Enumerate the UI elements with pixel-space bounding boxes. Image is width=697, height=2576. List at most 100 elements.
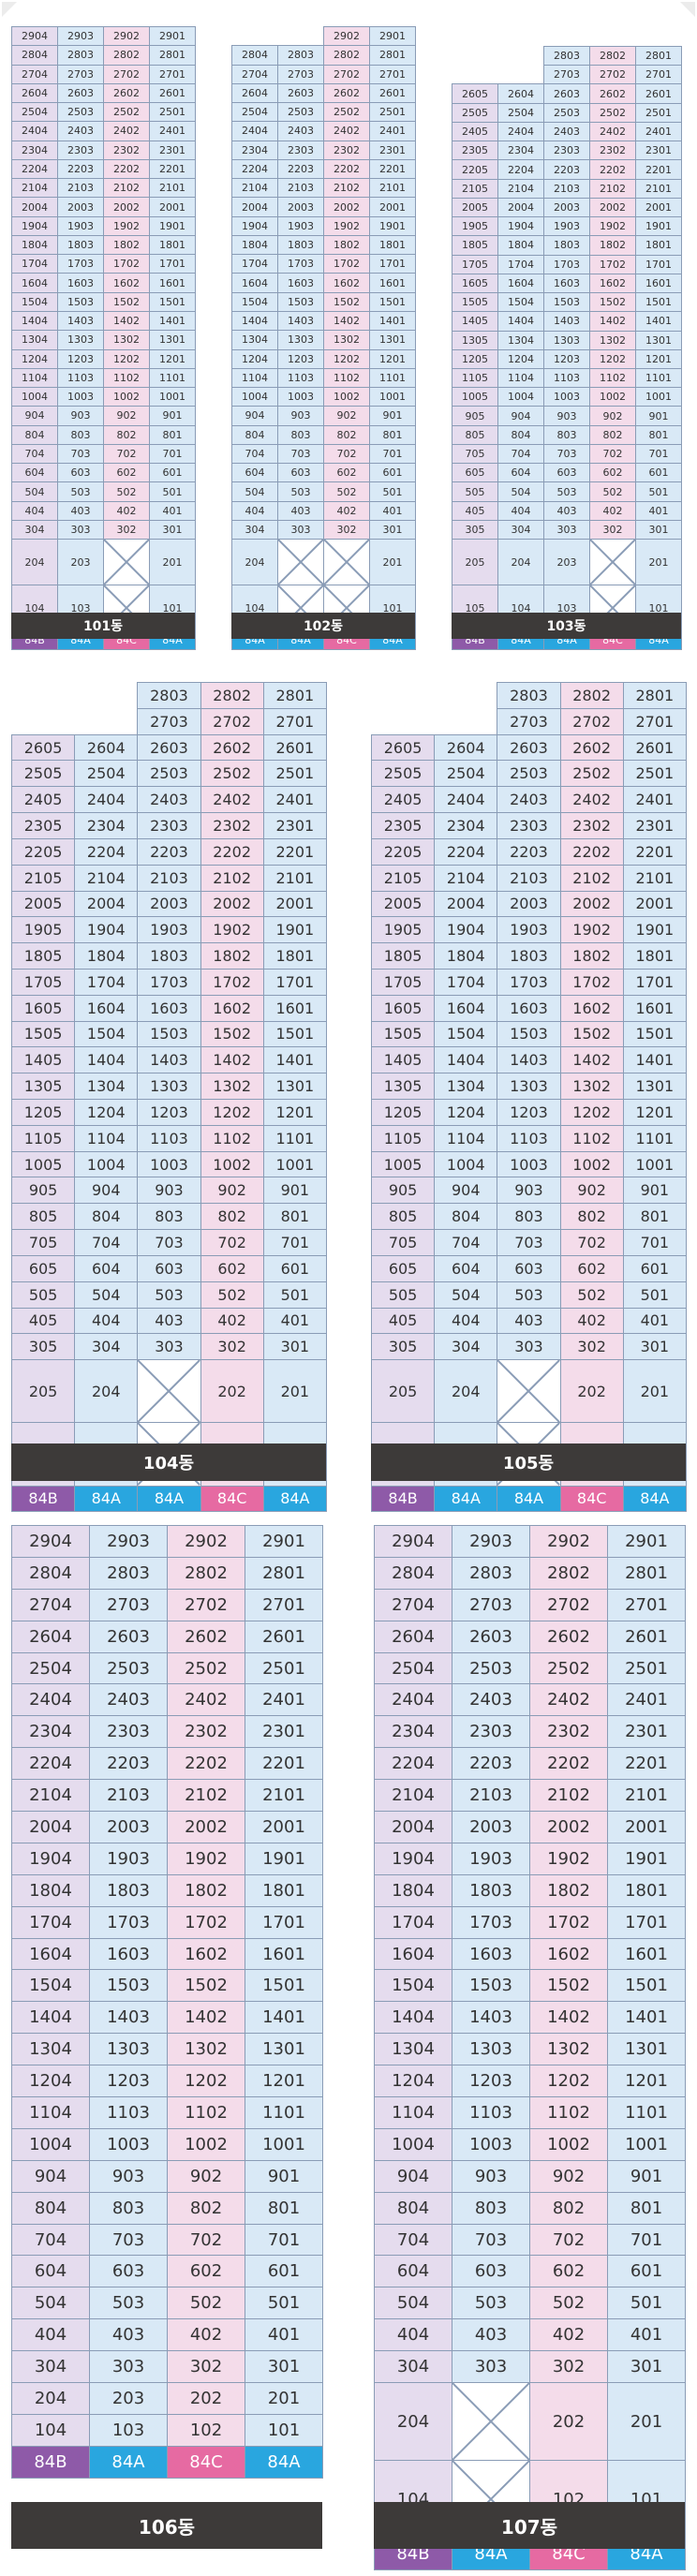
unit-cell: 801 bbox=[607, 2191, 686, 2225]
unit-cell: 501 bbox=[607, 2287, 686, 2320]
unit-cell: 704 bbox=[11, 443, 58, 465]
unit-cell: 2801 bbox=[635, 45, 682, 67]
unit-cell: 1605 bbox=[452, 273, 498, 294]
unit-table: 2803 2802 2801 2703 2702 2701 2605 2604 2603 2602… bbox=[452, 45, 682, 651]
unit-cell: 901 bbox=[622, 1177, 687, 1205]
unit-cell: 2502 bbox=[589, 102, 636, 123]
floor-row: 1705 1704 1703 1702 1701 bbox=[370, 968, 687, 996]
unit-cell: 1501 bbox=[369, 291, 416, 312]
no-unit-cell bbox=[589, 539, 636, 586]
unit-cell: 304 bbox=[74, 1333, 139, 1361]
unit-cell: 501 bbox=[149, 481, 196, 502]
empty-unit-cross-icon bbox=[324, 540, 369, 585]
unit-cell: 2602 bbox=[200, 733, 264, 762]
unit-cell: 2103 bbox=[57, 178, 104, 199]
unit-cell: 905 bbox=[452, 406, 498, 426]
unit-cell: 2302 bbox=[200, 812, 264, 839]
floor-row: 1005 1004 1003 1002 1001 bbox=[10, 1150, 327, 1178]
unit-cell: 503 bbox=[57, 481, 104, 502]
unit-cell: 1601 bbox=[245, 1937, 323, 1971]
unit-cell: 2604 bbox=[11, 1620, 90, 1653]
unit-cell: 701 bbox=[622, 1229, 687, 1256]
unit-cell: 1805 bbox=[452, 235, 498, 256]
unit-cell: 2002 bbox=[167, 1811, 245, 1843]
floor-row: 605 604 603 602 601 bbox=[452, 463, 682, 483]
unit-cell: 701 bbox=[149, 443, 196, 465]
unit-cell: 402 bbox=[323, 500, 370, 521]
unit-cell: 1404 bbox=[74, 1046, 139, 1074]
unit-cell: 203 bbox=[543, 539, 590, 586]
unit-cell: 1703 bbox=[543, 254, 590, 274]
unit-cell: 1705 bbox=[10, 968, 76, 996]
unit-cell: 1604 bbox=[374, 1937, 452, 1971]
unit-cell: 1604 bbox=[434, 994, 498, 1022]
no-unit-cell bbox=[323, 539, 370, 586]
unit-cell: 204 bbox=[231, 539, 278, 586]
unit-cell: 1804 bbox=[11, 1873, 90, 1907]
unit-cell: 2203 bbox=[137, 837, 201, 866]
unit-cell: 1802 bbox=[323, 234, 370, 256]
empty-space bbox=[12, 683, 75, 709]
unit-cell: 303 bbox=[543, 519, 590, 540]
unit-cell: 2903 bbox=[89, 1525, 168, 1558]
unit-cell: 1803 bbox=[452, 1873, 530, 1907]
unit-cell: 2401 bbox=[635, 121, 682, 142]
unit-cell: 1901 bbox=[607, 1842, 686, 1875]
unit-cell: 1501 bbox=[149, 291, 196, 312]
floor-row: 804 803 802 801 bbox=[11, 2191, 323, 2225]
unit-cell: 1401 bbox=[149, 310, 196, 332]
unit-cell: 802 bbox=[589, 424, 636, 445]
floor-row: 2305 2304 2303 2302 2301 bbox=[370, 812, 687, 839]
floor-row: 1704 1703 1702 1701 bbox=[11, 254, 196, 274]
floor-row: 504 503 502 501 bbox=[231, 481, 416, 502]
floor-row: 2404 2403 2402 2401 bbox=[11, 121, 196, 141]
floor-row: 1904 1903 1902 1901 bbox=[374, 1842, 686, 1875]
unit-cell: 405 bbox=[10, 1307, 76, 1335]
unit-cell: 1102 bbox=[200, 1124, 264, 1152]
floor-row: 2104 2103 2102 2101 bbox=[231, 178, 416, 199]
unit-cell: 1202 bbox=[167, 2065, 245, 2098]
unit-cell: 1401 bbox=[245, 2001, 323, 2035]
unit-cell: 404 bbox=[434, 1307, 498, 1335]
unit-cell: 603 bbox=[277, 463, 324, 483]
unit-cell: 2402 bbox=[167, 1683, 245, 1717]
floor-row: 604 603 602 601 bbox=[11, 463, 196, 483]
unit-cell: 2401 bbox=[369, 121, 416, 141]
floor-row: 2005 2004 2003 2002 2001 bbox=[10, 890, 327, 918]
unit-cell: 2502 bbox=[167, 1651, 245, 1685]
unit-cell: 1901 bbox=[262, 916, 327, 944]
unit-cell: 1803 bbox=[89, 1873, 168, 1907]
unit-cell: 1001 bbox=[369, 387, 416, 407]
unit-cell: 702 bbox=[323, 443, 370, 465]
unit-cell: 703 bbox=[57, 443, 104, 465]
unit-cell: 1003 bbox=[543, 387, 590, 407]
floor-row: 1304 1303 1302 1301 bbox=[11, 2033, 323, 2066]
floor-row: 1205 1204 1203 1202 1201 bbox=[452, 348, 682, 369]
floor-row: 2604 2603 2602 2601 bbox=[231, 82, 416, 104]
unit-cell: 1303 bbox=[57, 330, 104, 350]
unit-cell: 2903 bbox=[57, 25, 104, 47]
unit-cell: 902 bbox=[559, 1177, 624, 1205]
unit-cell: 703 bbox=[277, 443, 324, 465]
unit-cell: 1404 bbox=[11, 310, 58, 332]
unit-cell: 304 bbox=[374, 2350, 452, 2384]
unit-cell: 1301 bbox=[369, 330, 416, 350]
unit-cell: 1401 bbox=[622, 1046, 687, 1074]
building-name-label: 105동 bbox=[371, 1443, 686, 1481]
unit-cell: 1104 bbox=[434, 1124, 498, 1152]
unit-cell: 2802 bbox=[529, 1556, 608, 1590]
unit-cell: 2101 bbox=[607, 1779, 686, 1813]
unit-cell: 302 bbox=[323, 519, 370, 540]
unit-cell: 402 bbox=[559, 1307, 624, 1335]
floor-row: 1404 1403 1402 1401 bbox=[374, 2001, 686, 2035]
unit-cell: 701 bbox=[607, 2223, 686, 2257]
unit-cell: 1902 bbox=[529, 1842, 608, 1875]
floor-row: 504 503 502 501 bbox=[374, 2287, 686, 2320]
unit-cell: 1003 bbox=[137, 1150, 201, 1178]
unit-cell: 1301 bbox=[262, 1073, 327, 1100]
unit-cell: 2803 bbox=[277, 45, 324, 66]
unit-cell: 1503 bbox=[277, 291, 324, 312]
unit-cell: 501 bbox=[245, 2287, 323, 2320]
unit-cell: 2201 bbox=[149, 158, 196, 180]
floor-row: 704 703 702 701 bbox=[11, 2223, 323, 2257]
